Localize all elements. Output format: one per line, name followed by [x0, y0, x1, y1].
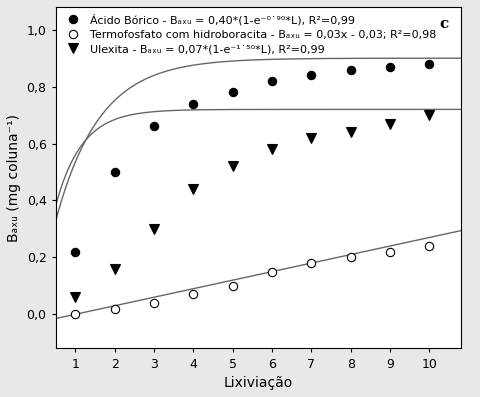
X-axis label: Lixiviação: Lixiviação: [224, 376, 293, 390]
Text: c: c: [440, 17, 449, 31]
Y-axis label: Bₐₓᵤ (mg coluna⁻¹): Bₐₓᵤ (mg coluna⁻¹): [7, 114, 21, 242]
Legend: Ácido Bórico - Bₐₓᵤ = 0,40*(1-e⁻⁰˙⁹⁰*L), R²=0,99, Termofosfato com hidroboracita: Ácido Bórico - Bₐₓᵤ = 0,40*(1-e⁻⁰˙⁹⁰*L),…: [59, 10, 440, 57]
